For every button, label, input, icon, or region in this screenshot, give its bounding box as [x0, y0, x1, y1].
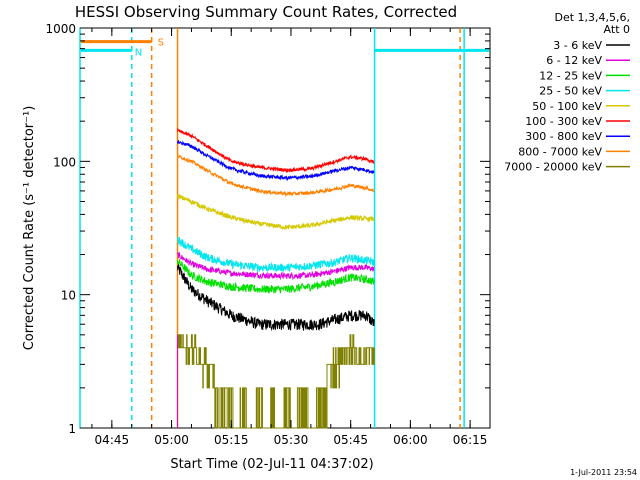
x-tick-label: 06:00 — [393, 433, 428, 447]
y-tick-label: 10 — [61, 289, 76, 303]
legend-entry-label: 300 - 800 keV — [525, 130, 602, 143]
series-line-25-50-kev — [177, 236, 375, 273]
series-line-7000-20000-kev — [177, 334, 375, 429]
timestamp-label: 1-Jul-2011 23:54 — [570, 468, 637, 477]
legend-header-line: Att 0 — [604, 23, 630, 36]
legend-header-line: Det 1,3,4,5,6, — [554, 11, 630, 24]
x-tick-label: 06:15 — [453, 433, 488, 447]
n-marker-label: N — [135, 47, 142, 58]
legend-entry-label: 12 - 25 keV — [539, 69, 602, 82]
series-group — [177, 127, 375, 429]
y-tick-label: 100 — [53, 155, 76, 169]
legend-entry-label: 25 - 50 keV — [539, 85, 602, 98]
chart-title: HESSI Observing Summary Count Rates, Cor… — [75, 3, 457, 21]
series-line-50-100-kev — [177, 193, 375, 231]
y-tick-label: 1 — [68, 422, 76, 436]
series-line-6-12-kev — [177, 251, 375, 281]
y-axis-label: Corrected Count Rate (s⁻¹ detector⁻¹) — [22, 106, 37, 351]
x-tick-label: 05:45 — [333, 433, 368, 447]
x-tick-label: 04:45 — [95, 433, 130, 447]
legend-entry-label: 100 - 300 keV — [525, 115, 602, 128]
x-axis-label: Start Time (02-Jul-11 04:37:02) — [170, 457, 373, 472]
legend-entry-label: 50 - 100 keV — [532, 100, 602, 113]
legend-entry-label: 3 - 6 keV — [553, 39, 602, 52]
legend-entry-label: 6 - 12 keV — [546, 54, 602, 67]
s-marker-label: S — [158, 38, 164, 49]
x-tick-label: 05:00 — [154, 433, 189, 447]
x-tick-label: 05:30 — [274, 433, 309, 447]
series-line-800-7000-kev — [177, 152, 375, 198]
legend-entry-label: 800 - 7000 keV — [518, 145, 602, 158]
axes-group: 04:45 05:00 05:15 05:30 05:45 06:00 06:15 1 10 10… — [45, 22, 491, 447]
legend-entry-label: 7000 - 20000 keV — [504, 161, 602, 174]
series-line-12-25-kev — [177, 259, 375, 294]
legend: Det 1,3,4,5,6,Att 03 - 6 keV 6 - 12 keV 12… — [504, 11, 630, 174]
x-tick-label: 05:15 — [214, 433, 249, 447]
series-line-3-6-kev — [177, 263, 375, 332]
series-line-100-300-kev — [177, 127, 375, 174]
series-line-300-800-kev — [177, 139, 375, 182]
y-tick-label: 1000 — [45, 22, 76, 36]
